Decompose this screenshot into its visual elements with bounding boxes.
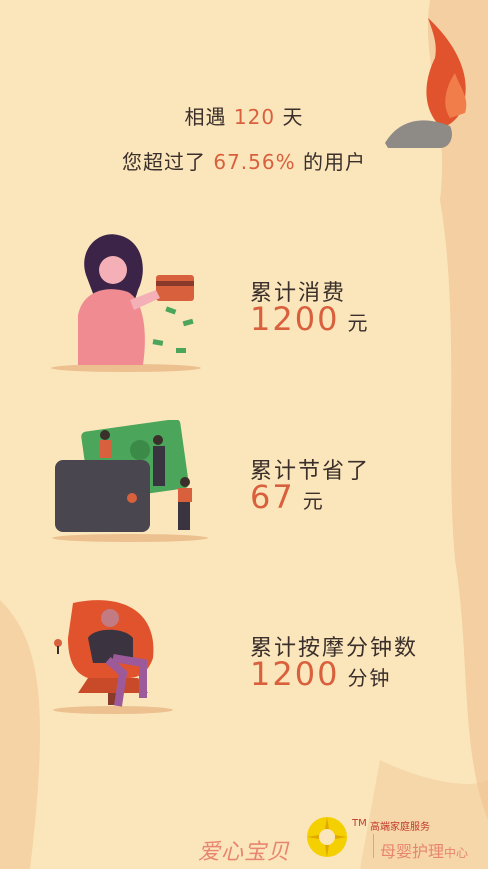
brand-right-small: 中心: [444, 846, 469, 860]
spend-amount: 1200: [250, 300, 340, 338]
footer-service: 高端家庭服务: [370, 822, 430, 833]
brand-right-main: 母婴护理: [380, 842, 445, 861]
stat-value-spend: 1200 元: [250, 300, 369, 338]
footer-divider: [373, 834, 374, 858]
massage-minutes: 1200: [250, 655, 340, 693]
wallet-with-money-illustration: [52, 420, 208, 542]
headline-percent: 您超过了 67.56% 的用户: [0, 146, 488, 175]
stat-label-saved: 累计节省了: [250, 459, 371, 484]
woman-in-chair-illustration: [53, 600, 173, 714]
stat-label-spend: 累计消费: [250, 281, 347, 306]
flame-decoration: [385, 18, 467, 148]
stat-value-massage: 1200 分钟: [250, 655, 391, 693]
headline-days: 相遇 120 天: [0, 101, 488, 130]
percent-prefix: 您超过了: [122, 150, 206, 174]
footer-brand-right: 母婴护理中心: [380, 838, 468, 862]
massage-unit: 分钟: [347, 666, 392, 690]
woman-with-card-illustration: [51, 234, 201, 372]
footer-tm: TM: [352, 818, 367, 829]
logo-sun-icon: [307, 817, 347, 857]
percent-suffix: 的用户: [302, 150, 366, 174]
spend-unit: 元: [347, 311, 370, 335]
footer-brand-left: 爱心宝贝: [198, 840, 291, 865]
days-count: 120: [233, 105, 276, 129]
stat-label-massage: 累计按摩分钟数: [250, 636, 419, 661]
percent-value: 67.56%: [213, 150, 296, 174]
stat-value-saved: 67 元: [250, 478, 325, 516]
headline-suffix: 天: [282, 105, 304, 129]
headline-prefix: 相遇: [184, 105, 227, 129]
saved-unit: 元: [302, 489, 325, 513]
saved-amount: 67: [250, 478, 295, 516]
